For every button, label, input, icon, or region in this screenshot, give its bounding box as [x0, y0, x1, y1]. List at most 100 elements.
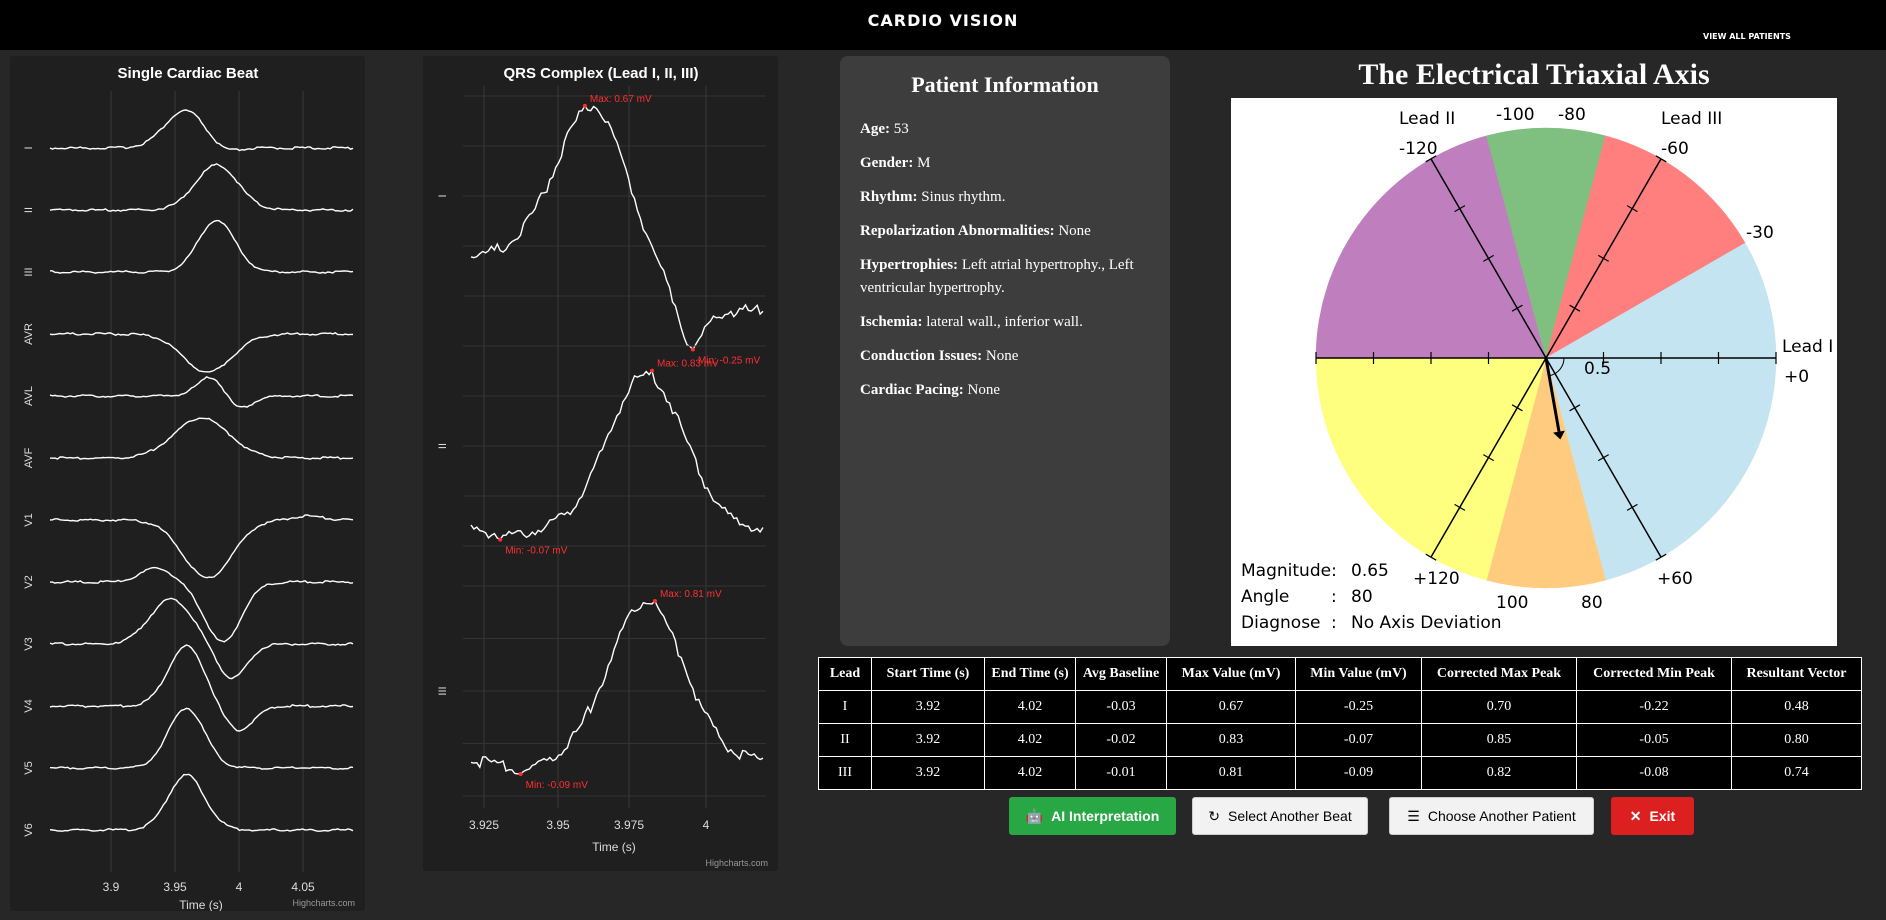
diagnose-value: No Axis Deviation: [1351, 613, 1502, 633]
table-header-cell: Lead: [818, 657, 872, 691]
beat-lead-label: V3: [23, 637, 35, 650]
table-cell: 3.92: [871, 723, 985, 757]
patient-field-value: lateral wall., inferior wall.: [926, 314, 1083, 330]
beat-credit: Highcharts.com: [292, 898, 355, 908]
qrs-min-marker: [498, 537, 503, 542]
patient-field-label: Gender:: [860, 155, 918, 171]
table-header-cell: Corrected Min Peak: [1576, 657, 1732, 691]
axis-tick: [1454, 503, 1466, 511]
qrs-chart-title: QRS Complex (Lead I, II, III): [503, 65, 698, 82]
choose-another-patient-button[interactable]: ☰ Choose Another Patient: [1389, 797, 1594, 835]
beat-trace-v1: [49, 514, 354, 579]
table-cell: 4.02: [984, 723, 1076, 757]
angle-label: 100: [1496, 593, 1528, 613]
patient-field-value: None: [1058, 223, 1091, 239]
angle-sep: :: [1331, 587, 1337, 607]
qrs-svg: QRS Complex (Lead I, II, III) 3.925 3.95 3.…: [437, 65, 768, 868]
ai-interpretation-button[interactable]: 🤖 AI Interpretation: [1009, 797, 1176, 835]
angle-value: 80: [1351, 587, 1373, 607]
table-cell: -0.09: [1295, 756, 1422, 790]
axis-tick: [1483, 254, 1494, 262]
qrs-x-tick: 3.975: [614, 818, 644, 832]
angle-arc: [1549, 357, 1565, 377]
qrs-max-label: Max: 0.67 mV: [590, 94, 652, 105]
exit-button[interactable]: ✕ Exit: [1611, 797, 1694, 835]
angle-label: +0: [1784, 367, 1809, 387]
table-header-cell: Avg Baseline: [1075, 657, 1167, 691]
axis-tick: [1569, 404, 1581, 412]
patient-field: Cardiac Pacing: None: [860, 379, 1150, 402]
single-beat-chart: Single Cardiac Beat 3.9 3.95 4 4.05 Time (s) H…: [10, 56, 365, 911]
ai-interpretation-label: AI Interpretation: [1051, 808, 1160, 824]
angle-label: -120: [1399, 139, 1438, 159]
lead-ii-label: Lead II: [1399, 109, 1455, 129]
triaxial-axis-chart: Lead I Lead II Lead III +0 -30 -60 -80 -100 -120…: [1231, 98, 1837, 646]
beat-trace-v5: [50, 707, 354, 770]
robot-icon: 🤖: [1025, 807, 1044, 824]
close-icon: ✕: [1629, 807, 1642, 824]
angle-label: +120: [1413, 569, 1460, 589]
beat-lead-label: V5: [23, 761, 35, 774]
view-all-patients-link[interactable]: VIEW ALL PATIENTS: [1703, 32, 1791, 41]
patient-field-label: Hypertrophies:: [860, 257, 962, 273]
patient-field-label: Age:: [860, 121, 894, 137]
select-another-beat-button[interactable]: ↻ Select Another Beat: [1192, 797, 1368, 835]
beat-trace-i: [49, 109, 354, 152]
patient-field: Repolarization Abnormalities: None: [860, 220, 1150, 243]
angle-label: 80: [1581, 593, 1603, 613]
axis-tick: [1626, 205, 1638, 213]
table-header-cell: Resultant Vector: [1731, 657, 1862, 691]
table-cell: 0.74: [1731, 756, 1862, 790]
sector-orange: [1486, 357, 1606, 589]
qrs-trace-iii: [470, 599, 764, 775]
table-row: III 3.92 4.02 -0.01 0.81 -0.09 0.82 -0.08 0.74: [818, 756, 1862, 790]
beat-trace-v2: [50, 566, 354, 643]
patient-field: Conduction Issues: None: [860, 345, 1150, 368]
sector-green: [1486, 127, 1606, 359]
lead-measurements-table: Lead Start Time (s) End Time (s) Avg Baseli…: [818, 657, 1862, 790]
qrs-lead-label: I: [437, 194, 449, 197]
beat-x-tick: 3.95: [163, 880, 187, 894]
beat-trace-v4: [49, 644, 354, 732]
qrs-lead-label: III: [437, 686, 449, 695]
table-cell: II: [818, 723, 872, 757]
beat-trace-ii: [49, 163, 354, 212]
table-cell: -0.03: [1075, 690, 1167, 724]
table-cell: I: [818, 690, 872, 724]
beat-lead-label: AVL: [23, 386, 35, 406]
sector-blue: [1545, 242, 1777, 581]
table-body: I 3.92 4.02 -0.03 0.67 -0.25 0.70 -0.22 0.48 II 3.…: [818, 690, 1862, 790]
table-header-row: Lead Start Time (s) End Time (s) Avg Baseli…: [818, 657, 1862, 691]
axis-tick: [1483, 454, 1494, 462]
axis-tick: [1511, 404, 1523, 412]
qrs-x-label: Time (s): [592, 840, 636, 854]
qrs-chart: QRS Complex (Lead I, II, III) 3.925 3.95 3.…: [423, 56, 778, 871]
angle-label: -100: [1496, 105, 1535, 125]
resultant-vector: [1544, 357, 1561, 432]
qrs-x-tick: 3.925: [469, 818, 499, 832]
axis-tick: [1598, 454, 1609, 462]
angle-label: +60: [1657, 569, 1693, 589]
patient-field: Rhythm: Sinus rhythm.: [860, 186, 1150, 209]
table-row: II 3.92 4.02 -0.02 0.83 -0.07 0.85 -0.05 0.80: [818, 723, 1862, 757]
qrs-max-marker: [652, 598, 657, 603]
patient-field-label: Conduction Issues:: [860, 348, 986, 364]
patient-field-label: Repolarization Abnormalities:: [860, 223, 1059, 239]
angle-label: -60: [1661, 139, 1689, 159]
beat-lead-label: V6: [23, 823, 35, 836]
patient-field-value: M: [917, 155, 931, 171]
qrs-max-marker: [650, 368, 655, 373]
qrs-max-label: Max: 0.81 mV: [660, 589, 722, 600]
patient-fields: Age: 53 Gender: M Rhythm: Sinus rhythm. Rep…: [860, 118, 1150, 402]
beat-trace-iii: [49, 219, 354, 274]
table-cell: 3.92: [871, 756, 985, 790]
table-cell: 0.80: [1731, 723, 1862, 757]
axis-tick: [1425, 553, 1437, 561]
patient-field-label: Ischemia:: [860, 314, 927, 330]
beat-lead-label: V1: [23, 513, 35, 526]
beat-lead-label: AVF: [23, 447, 35, 468]
table-header-cell: Corrected Max Peak: [1421, 657, 1577, 691]
qrs-x-tick: 4: [703, 818, 710, 832]
patient-info-title: Patient Information: [911, 72, 1099, 97]
beat-x-label: Time (s): [179, 898, 223, 911]
